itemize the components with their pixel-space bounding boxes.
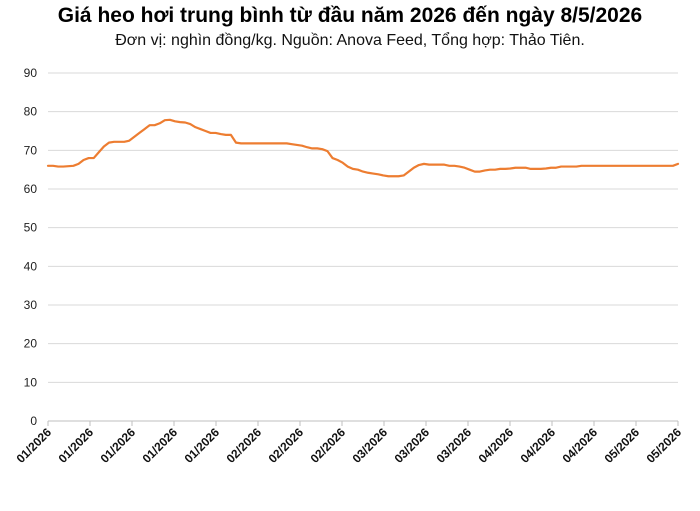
y-tick-label: 80 xyxy=(24,105,38,119)
chart-title: Giá heo hơi trung bình từ đầu năm 2026 đ… xyxy=(57,4,643,27)
y-tick-label: 90 xyxy=(24,66,38,80)
series-layer xyxy=(46,118,680,178)
x-tick-label: 05/2026 xyxy=(602,425,643,466)
x-axis-ticks: 01/2026 01/2026 01/2026 01/2026 01/2026 02/20… xyxy=(14,421,685,466)
x-tick-label: 03/2026 xyxy=(434,425,475,466)
x-tick-label: 05/2026 xyxy=(644,425,685,466)
x-tick-label: 04/2026 xyxy=(518,425,559,466)
x-tick-label: 01/2026 xyxy=(98,425,139,466)
x-tick-label: 01/2026 xyxy=(182,425,223,466)
y-tick-label: 10 xyxy=(24,375,38,389)
x-tick-label: 03/2026 xyxy=(350,425,391,466)
gridlines xyxy=(48,72,678,383)
x-tick-label: 01/2026 xyxy=(56,425,97,466)
x-tick-label: 01/2026 xyxy=(140,425,181,466)
x-tick-label: 02/2026 xyxy=(266,425,307,466)
x-tick-label: 04/2026 xyxy=(560,425,601,466)
chart-subtitle: Đơn vị: nghìn đồng/kg. Nguồn: Anova Feed… xyxy=(115,32,585,49)
y-tick-label: 40 xyxy=(24,259,38,273)
y-tick-label: 30 xyxy=(24,298,38,312)
x-tick-label: 04/2026 xyxy=(476,425,517,466)
x-tick-label: 02/2026 xyxy=(224,425,265,466)
x-tick-label: 03/2026 xyxy=(392,425,433,466)
y-tick-label: 50 xyxy=(24,221,38,235)
y-tick-label: 70 xyxy=(24,143,38,157)
x-tick-label: 02/2026 xyxy=(308,425,349,466)
x-tick-label: 01/2026 xyxy=(14,425,55,466)
y-tick-label: 0 xyxy=(30,414,37,428)
series-line xyxy=(46,118,680,178)
y-tick-label: 60 xyxy=(24,182,38,196)
y-axis-ticks: 0 10 20 30 40 50 60 70 80 90 xyxy=(24,66,38,428)
y-tick-label: 20 xyxy=(24,337,38,351)
